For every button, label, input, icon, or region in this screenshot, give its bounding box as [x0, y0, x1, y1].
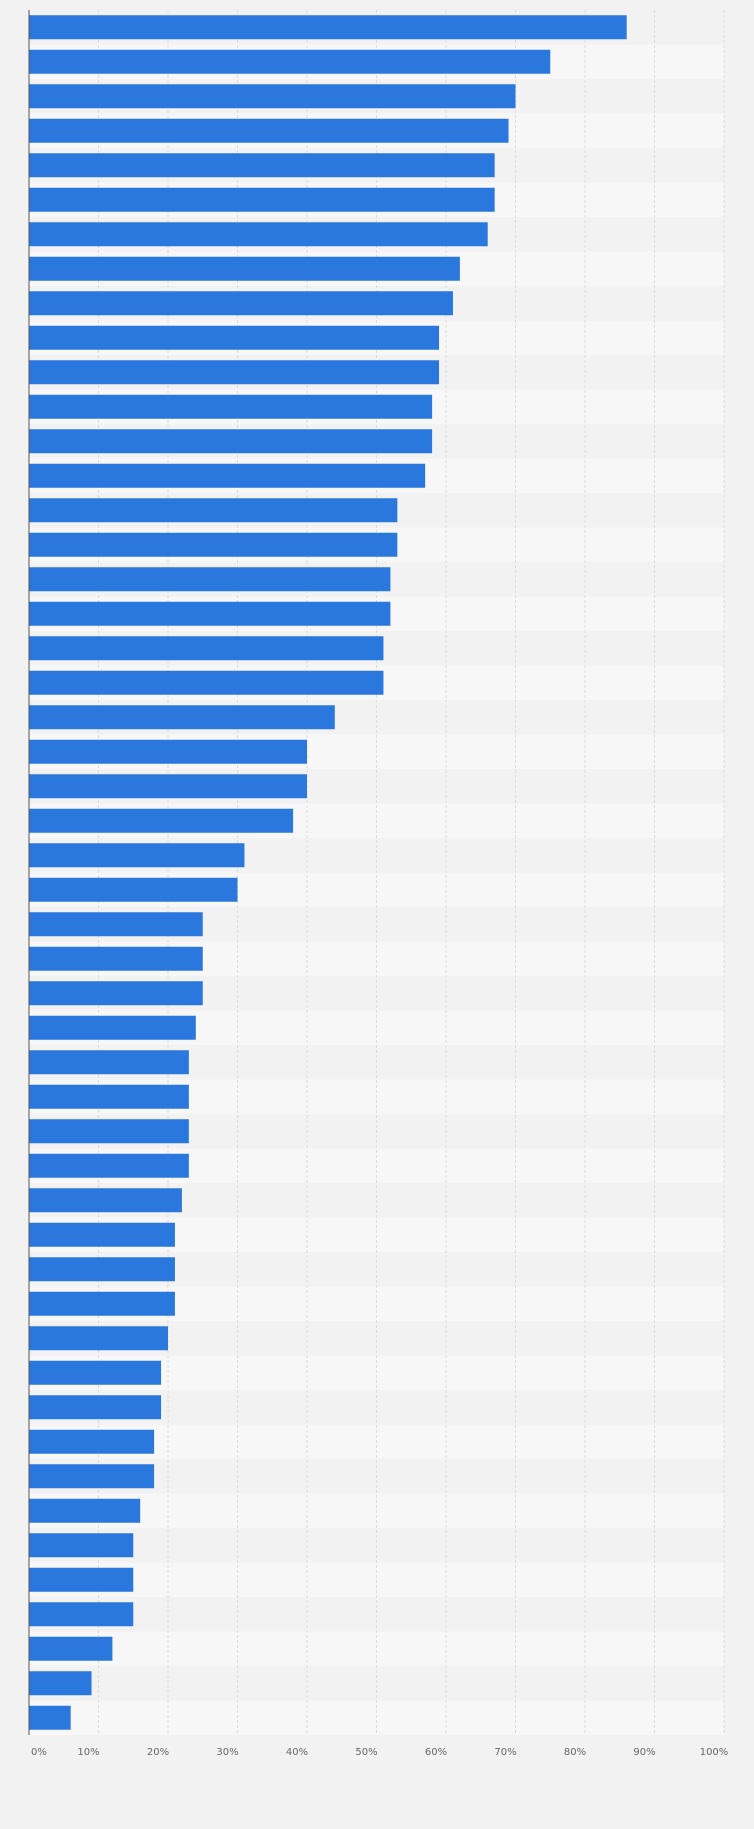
x-tick-label: 50% [355, 1747, 377, 1758]
bar [29, 912, 203, 937]
bar [29, 1671, 92, 1696]
bar [29, 1602, 134, 1627]
bar [29, 153, 495, 178]
bar [29, 1705, 71, 1730]
bar [29, 1084, 189, 1109]
bar [29, 498, 398, 523]
bar [29, 429, 433, 454]
bar [29, 601, 391, 626]
bar [29, 946, 203, 971]
bar [29, 291, 453, 316]
bar [29, 1395, 162, 1420]
bar [29, 636, 384, 661]
bar [29, 532, 398, 557]
bar [29, 1326, 168, 1351]
bar [29, 1567, 134, 1592]
bar [29, 84, 516, 109]
x-tick-label: 80% [564, 1747, 586, 1758]
bar [29, 1257, 175, 1282]
x-axis-tick-labels: 0% 10% 20% 30% 40% 50% 60% 70% 80% 90% 100% [31, 1747, 728, 1758]
bar [29, 1291, 175, 1316]
bar [29, 981, 203, 1006]
bar [29, 187, 495, 212]
bar [29, 360, 440, 385]
bars [29, 15, 627, 1730]
bar [29, 118, 509, 143]
bar [29, 739, 307, 764]
bar [29, 1360, 162, 1385]
x-tick-label: 0% [31, 1747, 47, 1758]
bar [29, 1636, 113, 1661]
bar [29, 670, 384, 695]
x-tick-label: 20% [147, 1747, 169, 1758]
bar [29, 808, 294, 833]
bar [29, 394, 433, 419]
bar [29, 222, 488, 247]
bar [29, 256, 460, 281]
x-tick-label: 40% [286, 1747, 308, 1758]
bar [29, 15, 627, 40]
bar [29, 1222, 175, 1247]
x-tick-label: 30% [216, 1747, 238, 1758]
x-tick-label: 60% [425, 1747, 447, 1758]
bar [29, 1153, 189, 1178]
bar [29, 705, 335, 730]
x-tick-label: 90% [633, 1747, 655, 1758]
bar [29, 1464, 155, 1489]
x-tick-label: 70% [494, 1747, 516, 1758]
bar [29, 325, 440, 350]
bar [29, 877, 238, 902]
bar [29, 1498, 141, 1523]
bar [29, 1119, 189, 1144]
bar [29, 1533, 134, 1558]
bar [29, 1188, 182, 1213]
bar [29, 49, 551, 74]
bar [29, 1015, 196, 1040]
x-tick-label: 100% [700, 1747, 729, 1758]
bar [29, 463, 426, 488]
bar [29, 774, 307, 799]
x-tick-label: 10% [77, 1747, 99, 1758]
bar [29, 843, 245, 868]
bar [29, 567, 391, 592]
bar [29, 1429, 155, 1454]
bar [29, 1050, 189, 1075]
